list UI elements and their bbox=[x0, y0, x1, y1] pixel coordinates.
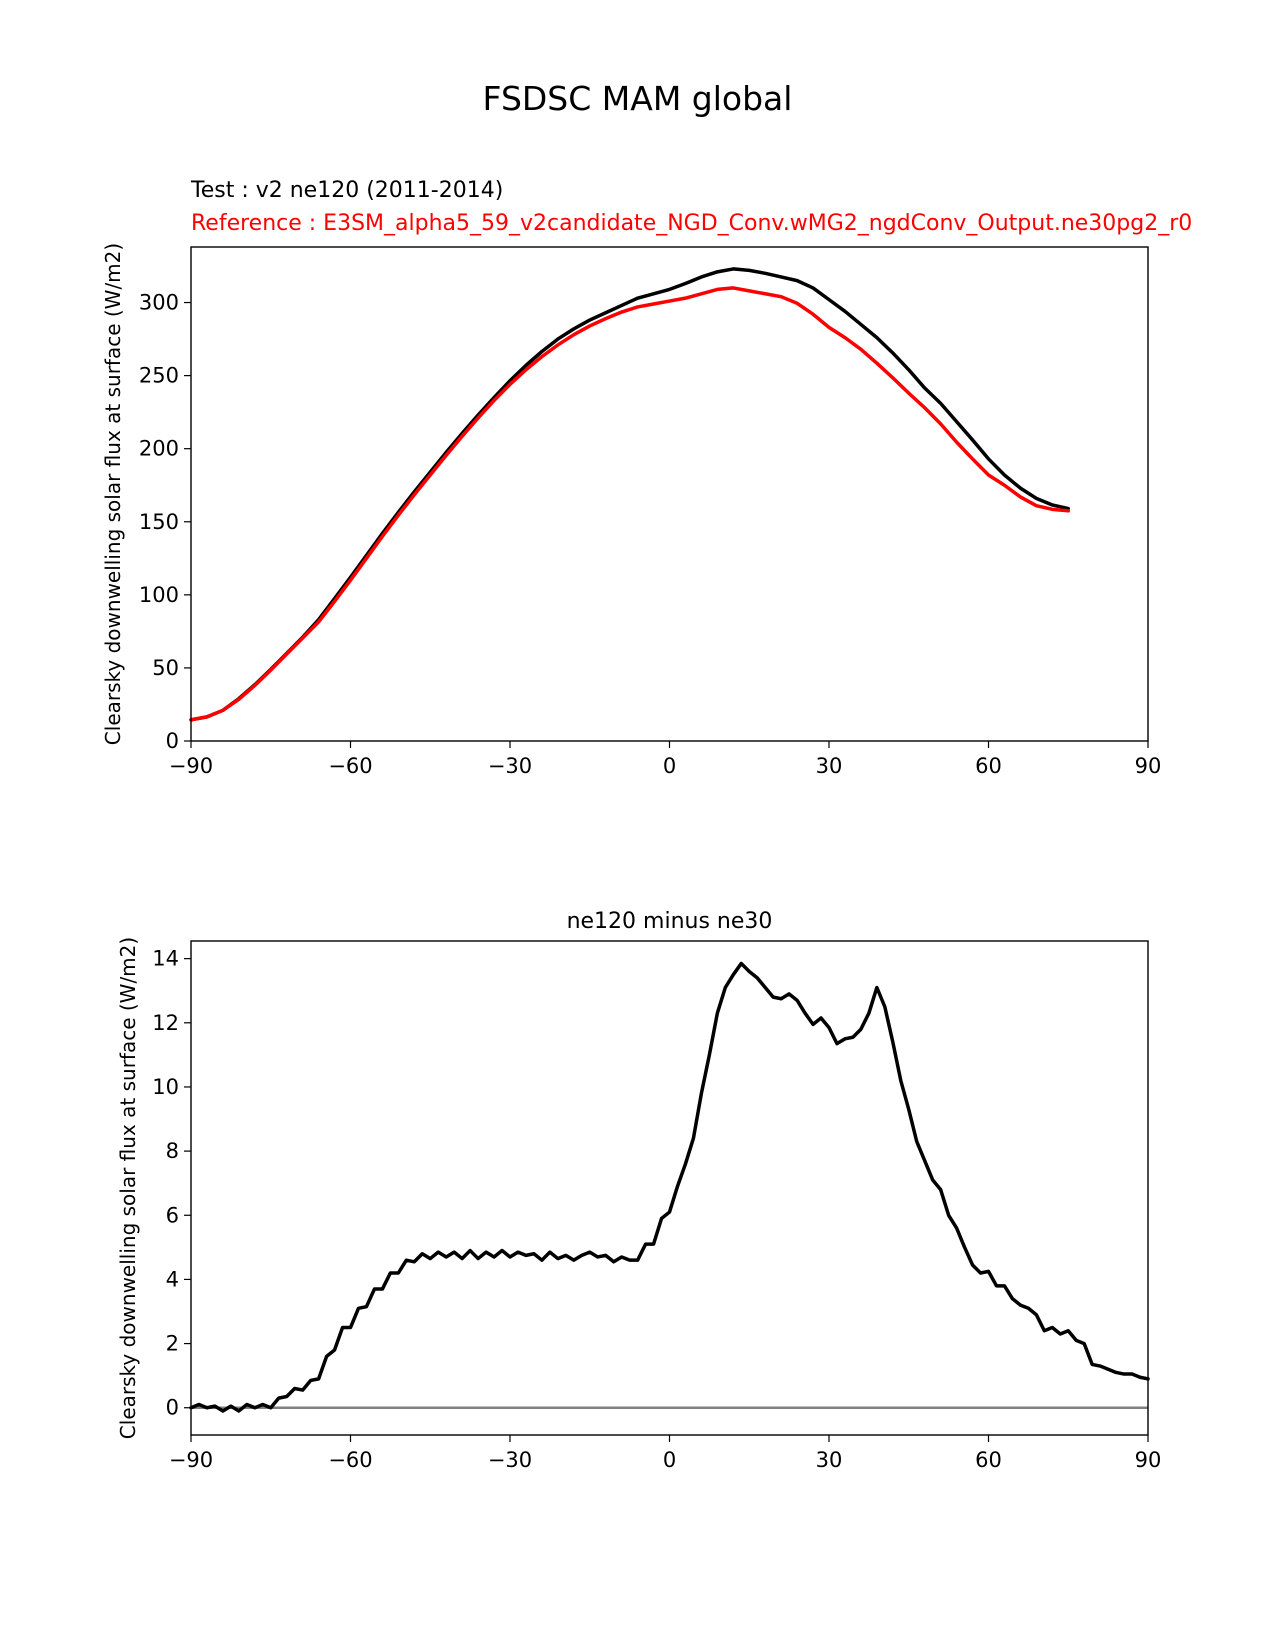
top-panel-x-tick-label: 30 bbox=[816, 754, 843, 778]
bottom-panel-x-tick-label: 90 bbox=[1135, 1448, 1162, 1472]
bottom-panel-x-tick-label: −60 bbox=[328, 1448, 372, 1472]
top-panel-y-tick-label: 200 bbox=[139, 437, 179, 461]
top-panel-x-tick-label: −60 bbox=[328, 754, 372, 778]
top-panel-y-tick-label: 0 bbox=[166, 729, 179, 753]
top-panel-y-tick-label: 300 bbox=[139, 291, 179, 315]
top-panel-test-title: Test : v2 ne120 (2011-2014) bbox=[190, 178, 503, 203]
bottom-panel-y-tick-label: 2 bbox=[166, 1332, 179, 1356]
top-panel-y-axis-label: Clearsky downwelling solar flux at surfa… bbox=[101, 243, 125, 745]
top-panel-x-tick-label: −90 bbox=[169, 754, 213, 778]
bottom-panel-title: ne120 minus ne30 bbox=[567, 909, 773, 934]
top-panel: Test : v2 ne120 (2011-2014) Reference : … bbox=[101, 178, 1192, 778]
bottom-panel-y-tick-label: 12 bbox=[152, 1011, 179, 1035]
bottom-panel-ticks: −90 −60 −30 0 30 60 90 0 2 4 6 8 10 12 14 bbox=[152, 947, 1161, 1472]
bottom-panel-frame bbox=[190, 940, 1149, 1436]
top-panel-series-ne120 bbox=[189, 267, 1070, 722]
top-panel-ticks: −90 −60 −30 0 30 60 90 0 50 100 150 200 250 300 bbox=[139, 291, 1161, 778]
bottom-panel-y-tick-label: 4 bbox=[166, 1267, 179, 1291]
bottom-panel-y-tick-label: 14 bbox=[152, 947, 179, 971]
figure-title: FSDSC MAM global bbox=[483, 79, 793, 118]
bottom-panel-y-tick-label: 10 bbox=[152, 1075, 179, 1099]
top-panel-series-ne30 bbox=[189, 286, 1070, 722]
bottom-panel: ne120 minus ne30 Clearsky downwelling so… bbox=[116, 909, 1161, 1472]
top-panel-y-tick-label: 50 bbox=[152, 656, 179, 680]
bottom-panel-y-tick-label: 6 bbox=[166, 1203, 179, 1227]
top-panel-x-tick-label: −30 bbox=[488, 754, 532, 778]
top-panel-y-tick-label: 250 bbox=[139, 364, 179, 388]
top-panel-y-tick-label: 100 bbox=[139, 583, 179, 607]
bottom-panel-x-tick-label: 30 bbox=[816, 1448, 843, 1472]
bottom-panel-plot-area bbox=[189, 961, 1150, 1413]
top-panel-x-tick-label: 60 bbox=[975, 754, 1002, 778]
bottom-panel-y-tick-label: 0 bbox=[166, 1396, 179, 1420]
bottom-panel-y-axis-label: Clearsky downwelling solar flux at surfa… bbox=[116, 937, 140, 1439]
top-panel-x-tick-label: 90 bbox=[1135, 754, 1162, 778]
bottom-panel-x-tick-label: 60 bbox=[975, 1448, 1002, 1472]
bottom-panel-y-tick-label: 8 bbox=[166, 1139, 179, 1163]
top-panel-y-tick-label: 150 bbox=[139, 510, 179, 534]
bottom-panel-x-tick-label: −90 bbox=[169, 1448, 213, 1472]
top-panel-plot-area bbox=[189, 267, 1070, 722]
bottom-panel-x-tick-label: −30 bbox=[488, 1448, 532, 1472]
top-panel-frame bbox=[190, 246, 1149, 742]
top-panel-x-tick-label: 0 bbox=[663, 754, 676, 778]
top-panel-reference-title: Reference : E3SM_alpha5_59_v2candidate_N… bbox=[191, 211, 1192, 236]
bottom-panel-x-tick-label: 0 bbox=[663, 1448, 676, 1472]
bottom-panel-series-ne120-minus-ne30 bbox=[189, 961, 1150, 1413]
